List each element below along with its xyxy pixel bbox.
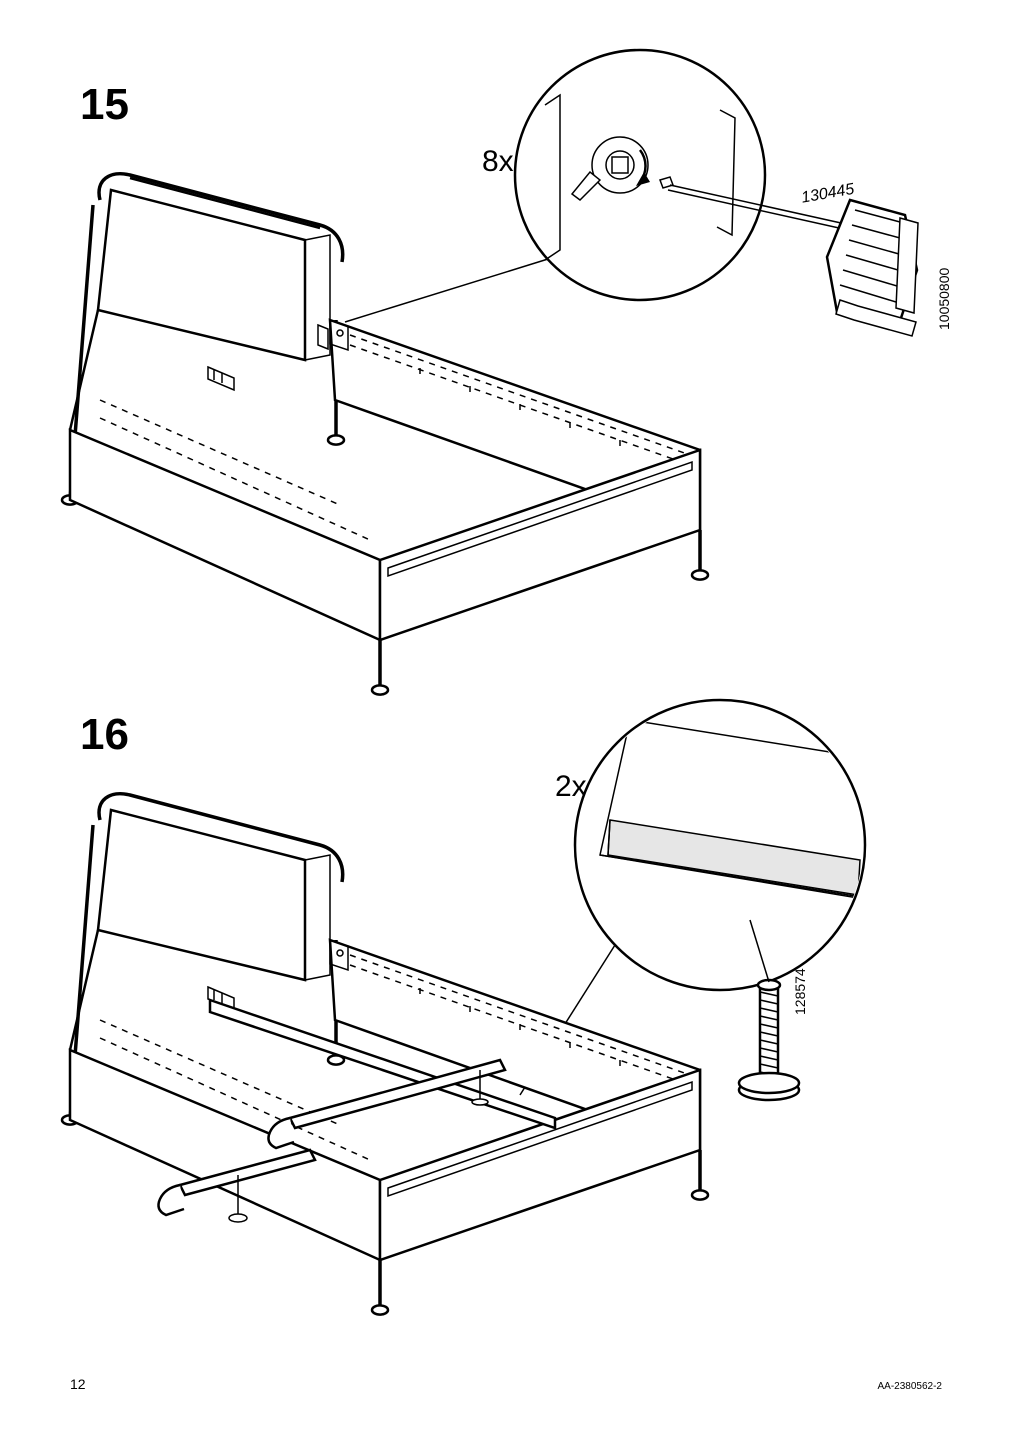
diagram-svg xyxy=(0,0,1012,1432)
ratchet-tool xyxy=(827,200,918,336)
step-15-group xyxy=(62,50,918,695)
callout-leader-15 xyxy=(345,259,548,322)
step-16-group xyxy=(62,700,880,1315)
midbeam-piece xyxy=(268,1060,505,1148)
instruction-page: 15 16 8x 2x 130445 10050800 128574 12 AA… xyxy=(0,0,1012,1432)
